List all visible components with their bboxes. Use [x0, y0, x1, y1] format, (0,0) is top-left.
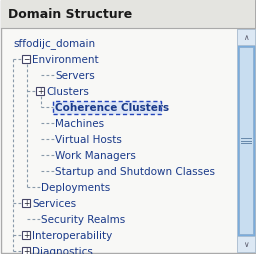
- Text: Diagnostics: Diagnostics: [32, 246, 93, 254]
- Text: +: +: [23, 231, 29, 240]
- Bar: [237, 236, 255, 252]
- Text: Interoperability: Interoperability: [32, 230, 112, 240]
- Text: Coherence Clusters: Coherence Clusters: [55, 103, 169, 113]
- Text: Virtual Hosts: Virtual Hosts: [55, 134, 122, 145]
- Text: ∨: ∨: [243, 240, 249, 248]
- Text: +: +: [37, 87, 43, 96]
- Bar: [237, 30, 255, 252]
- Text: +: +: [23, 247, 29, 254]
- Bar: [237, 30, 255, 46]
- Bar: [239, 48, 253, 234]
- Bar: [22, 199, 30, 207]
- Text: sffodijc_domain: sffodijc_domain: [13, 38, 95, 49]
- Bar: [36, 88, 44, 96]
- Text: Startup and Shutdown Classes: Startup and Shutdown Classes: [55, 166, 215, 176]
- Text: Work Managers: Work Managers: [55, 150, 136, 160]
- Text: ∧: ∧: [243, 33, 249, 42]
- Text: Security Realms: Security Realms: [41, 214, 125, 224]
- FancyBboxPatch shape: [53, 101, 161, 114]
- Text: +: +: [23, 199, 29, 208]
- Text: Servers: Servers: [55, 71, 95, 81]
- Text: Clusters: Clusters: [46, 87, 89, 97]
- Text: Deployments: Deployments: [41, 182, 110, 192]
- Text: Machines: Machines: [55, 119, 104, 129]
- Text: Environment: Environment: [32, 55, 99, 65]
- Bar: [1, 1, 255, 29]
- Bar: [22, 247, 30, 254]
- Bar: [22, 56, 30, 64]
- Text: −: −: [23, 55, 29, 64]
- Text: Domain Structure: Domain Structure: [8, 8, 132, 21]
- Text: Services: Services: [32, 198, 76, 208]
- Bar: [22, 231, 30, 239]
